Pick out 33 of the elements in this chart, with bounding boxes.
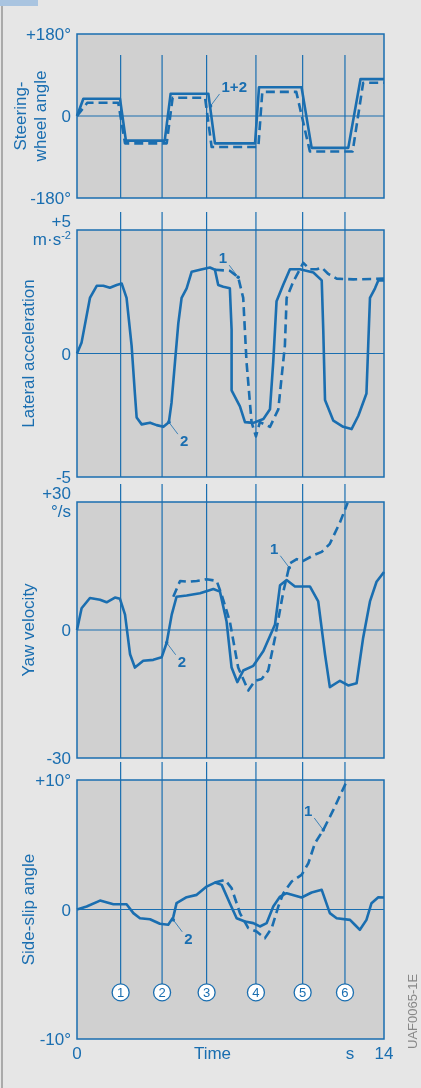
- annotation: 1: [117, 984, 125, 1000]
- y-tick-label: 0: [61, 900, 71, 920]
- annotation: 2: [184, 929, 193, 947]
- y-tick-label: +180°: [25, 25, 71, 44]
- annotation: 4: [252, 984, 260, 1000]
- y-tick-label: +5 m·s$^{-2}$: [32, 212, 71, 249]
- y-tick-label: -180°: [30, 189, 71, 208]
- annotation: 1: [218, 249, 228, 267]
- text: UAF0065-1E: [405, 973, 420, 1049]
- y-tick-label: +10°: [35, 771, 71, 790]
- x-tick-label: 14: [374, 1044, 394, 1063]
- annotation: 2: [177, 652, 187, 670]
- y-tick-label: 0: [61, 107, 71, 126]
- y-axis-title: Lateral acceleration: [19, 279, 38, 428]
- x-axis-title: Time: [193, 1044, 232, 1063]
- text: s: [345, 1044, 355, 1063]
- annotation: 1: [303, 801, 313, 819]
- annotation: 2: [179, 432, 189, 450]
- y-tick-label: -5: [55, 468, 71, 487]
- annotation: 6: [341, 984, 349, 1000]
- y-tick-label: 0: [61, 344, 71, 364]
- y-axis-title: Steering-wheel angle: [11, 70, 50, 163]
- annotation: 3: [202, 984, 211, 1000]
- annotation: 2: [158, 984, 166, 1000]
- annotation: 1: [269, 539, 279, 557]
- y-axis-title: Yaw velocity: [19, 582, 38, 677]
- y-tick-label: -10°: [39, 1030, 71, 1049]
- y-axis-title: Side-slip angle: [19, 853, 38, 966]
- annotation: 5: [299, 984, 307, 1000]
- y-tick-label: +30 °/s: [42, 484, 71, 521]
- y-tick-label: 0: [61, 621, 71, 640]
- annotation: 1+2: [221, 77, 247, 95]
- y-tick-label: -30: [46, 749, 71, 768]
